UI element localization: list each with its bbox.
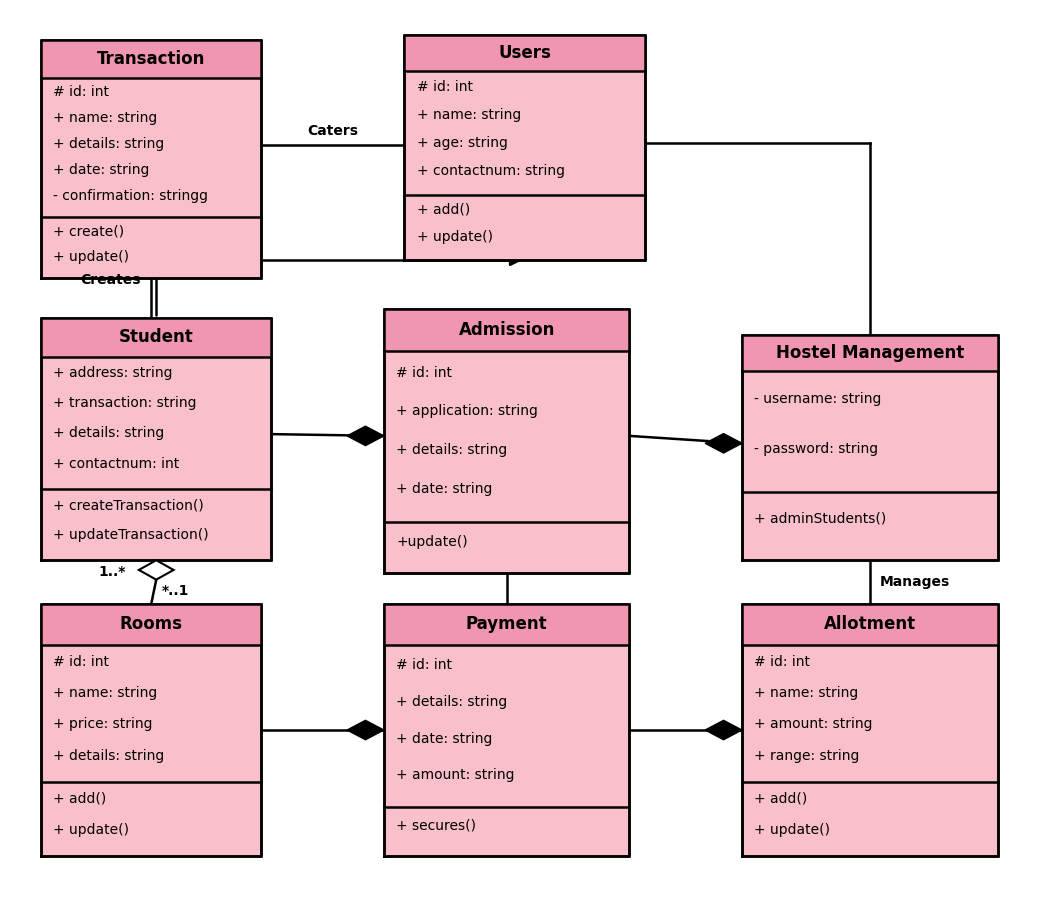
Text: + updateTransaction(): + updateTransaction() [53,528,209,542]
Text: + address: string: + address: string [53,366,173,380]
Bar [742,605,998,644]
Bar [384,605,630,644]
Text: + details: string: + details: string [53,427,165,440]
Text: + update(): + update() [417,230,493,244]
Text: + secures(): + secures() [396,819,476,833]
Text: Rooms: Rooms [120,616,183,634]
Bar [384,605,630,856]
Bar [41,318,271,356]
Text: + price: string: + price: string [53,717,152,732]
Text: + age: string: + age: string [417,136,507,149]
Text: + details: string: + details: string [396,695,507,708]
Polygon shape [347,720,384,740]
Text: + range: string: + range: string [754,749,859,762]
Text: Creates: Creates [80,274,141,287]
Text: + name: string: + name: string [754,686,858,700]
Bar [41,318,271,560]
Bar [41,605,261,856]
Text: # id: int: # id: int [396,365,452,380]
Bar [384,309,630,351]
Text: # id: int: # id: int [396,658,452,671]
Text: Users: Users [498,44,551,62]
Text: + contactnum: int: + contactnum: int [53,456,180,471]
Text: - confirmation: stringg: - confirmation: stringg [53,188,209,202]
Text: - password: string: - password: string [754,442,878,456]
Text: + date: string: + date: string [396,482,493,496]
Text: Manages: Manages [880,575,950,590]
Text: + create(): + create() [53,224,124,238]
Bar [742,605,998,856]
Polygon shape [347,427,384,446]
Text: # id: int: # id: int [417,80,473,94]
Text: + add(): + add() [53,792,106,806]
Text: # id: int: # id: int [53,86,110,99]
Text: + details: string: + details: string [53,749,165,762]
Bar [404,35,645,71]
Text: *..1: *..1 [162,584,189,598]
Text: Payment: Payment [466,616,547,634]
Text: 1..*: 1..* [98,564,125,579]
Text: + application: string: + application: string [396,404,538,419]
Polygon shape [705,720,742,740]
Text: + date: string: + date: string [53,163,149,176]
Text: + createTransaction(): + createTransaction() [53,499,205,512]
Text: + update(): + update() [53,823,129,837]
Text: + details: string: + details: string [53,137,165,151]
Bar [742,336,998,372]
Text: Caters: Caters [307,123,358,138]
Text: # id: int: # id: int [754,655,810,669]
Bar [384,309,630,573]
Bar [41,605,261,644]
Text: Allotment: Allotment [824,616,916,634]
Text: + details: string: + details: string [396,443,507,457]
Text: Admission: Admission [458,321,554,339]
Text: + add(): + add() [754,792,807,806]
Text: + name: string: + name: string [53,686,158,700]
Polygon shape [139,560,173,580]
Text: Hostel Management: Hostel Management [776,345,964,363]
Text: Student: Student [119,328,193,346]
Bar [404,35,645,260]
Text: Transaction: Transaction [97,50,206,68]
Text: + name: string: + name: string [417,108,521,122]
Text: + adminStudents(): + adminStudents() [754,512,886,526]
Bar [41,40,261,78]
Bar [41,40,261,278]
Text: + amount: string: + amount: string [754,717,873,732]
Text: - username: string: - username: string [754,392,881,406]
Bar [742,336,998,560]
Text: + add(): + add() [417,202,470,217]
Text: + update(): + update() [754,823,830,837]
Text: + update(): + update() [53,249,129,264]
Polygon shape [705,434,742,453]
Text: + date: string: + date: string [396,732,493,745]
Text: # id: int: # id: int [53,655,110,669]
Text: + contactnum: string: + contactnum: string [417,164,565,178]
Text: + transaction: string: + transaction: string [53,396,197,410]
Text: + amount: string: + amount: string [396,769,515,782]
Text: + name: string: + name: string [53,111,158,125]
Text: +update(): +update() [396,536,468,549]
